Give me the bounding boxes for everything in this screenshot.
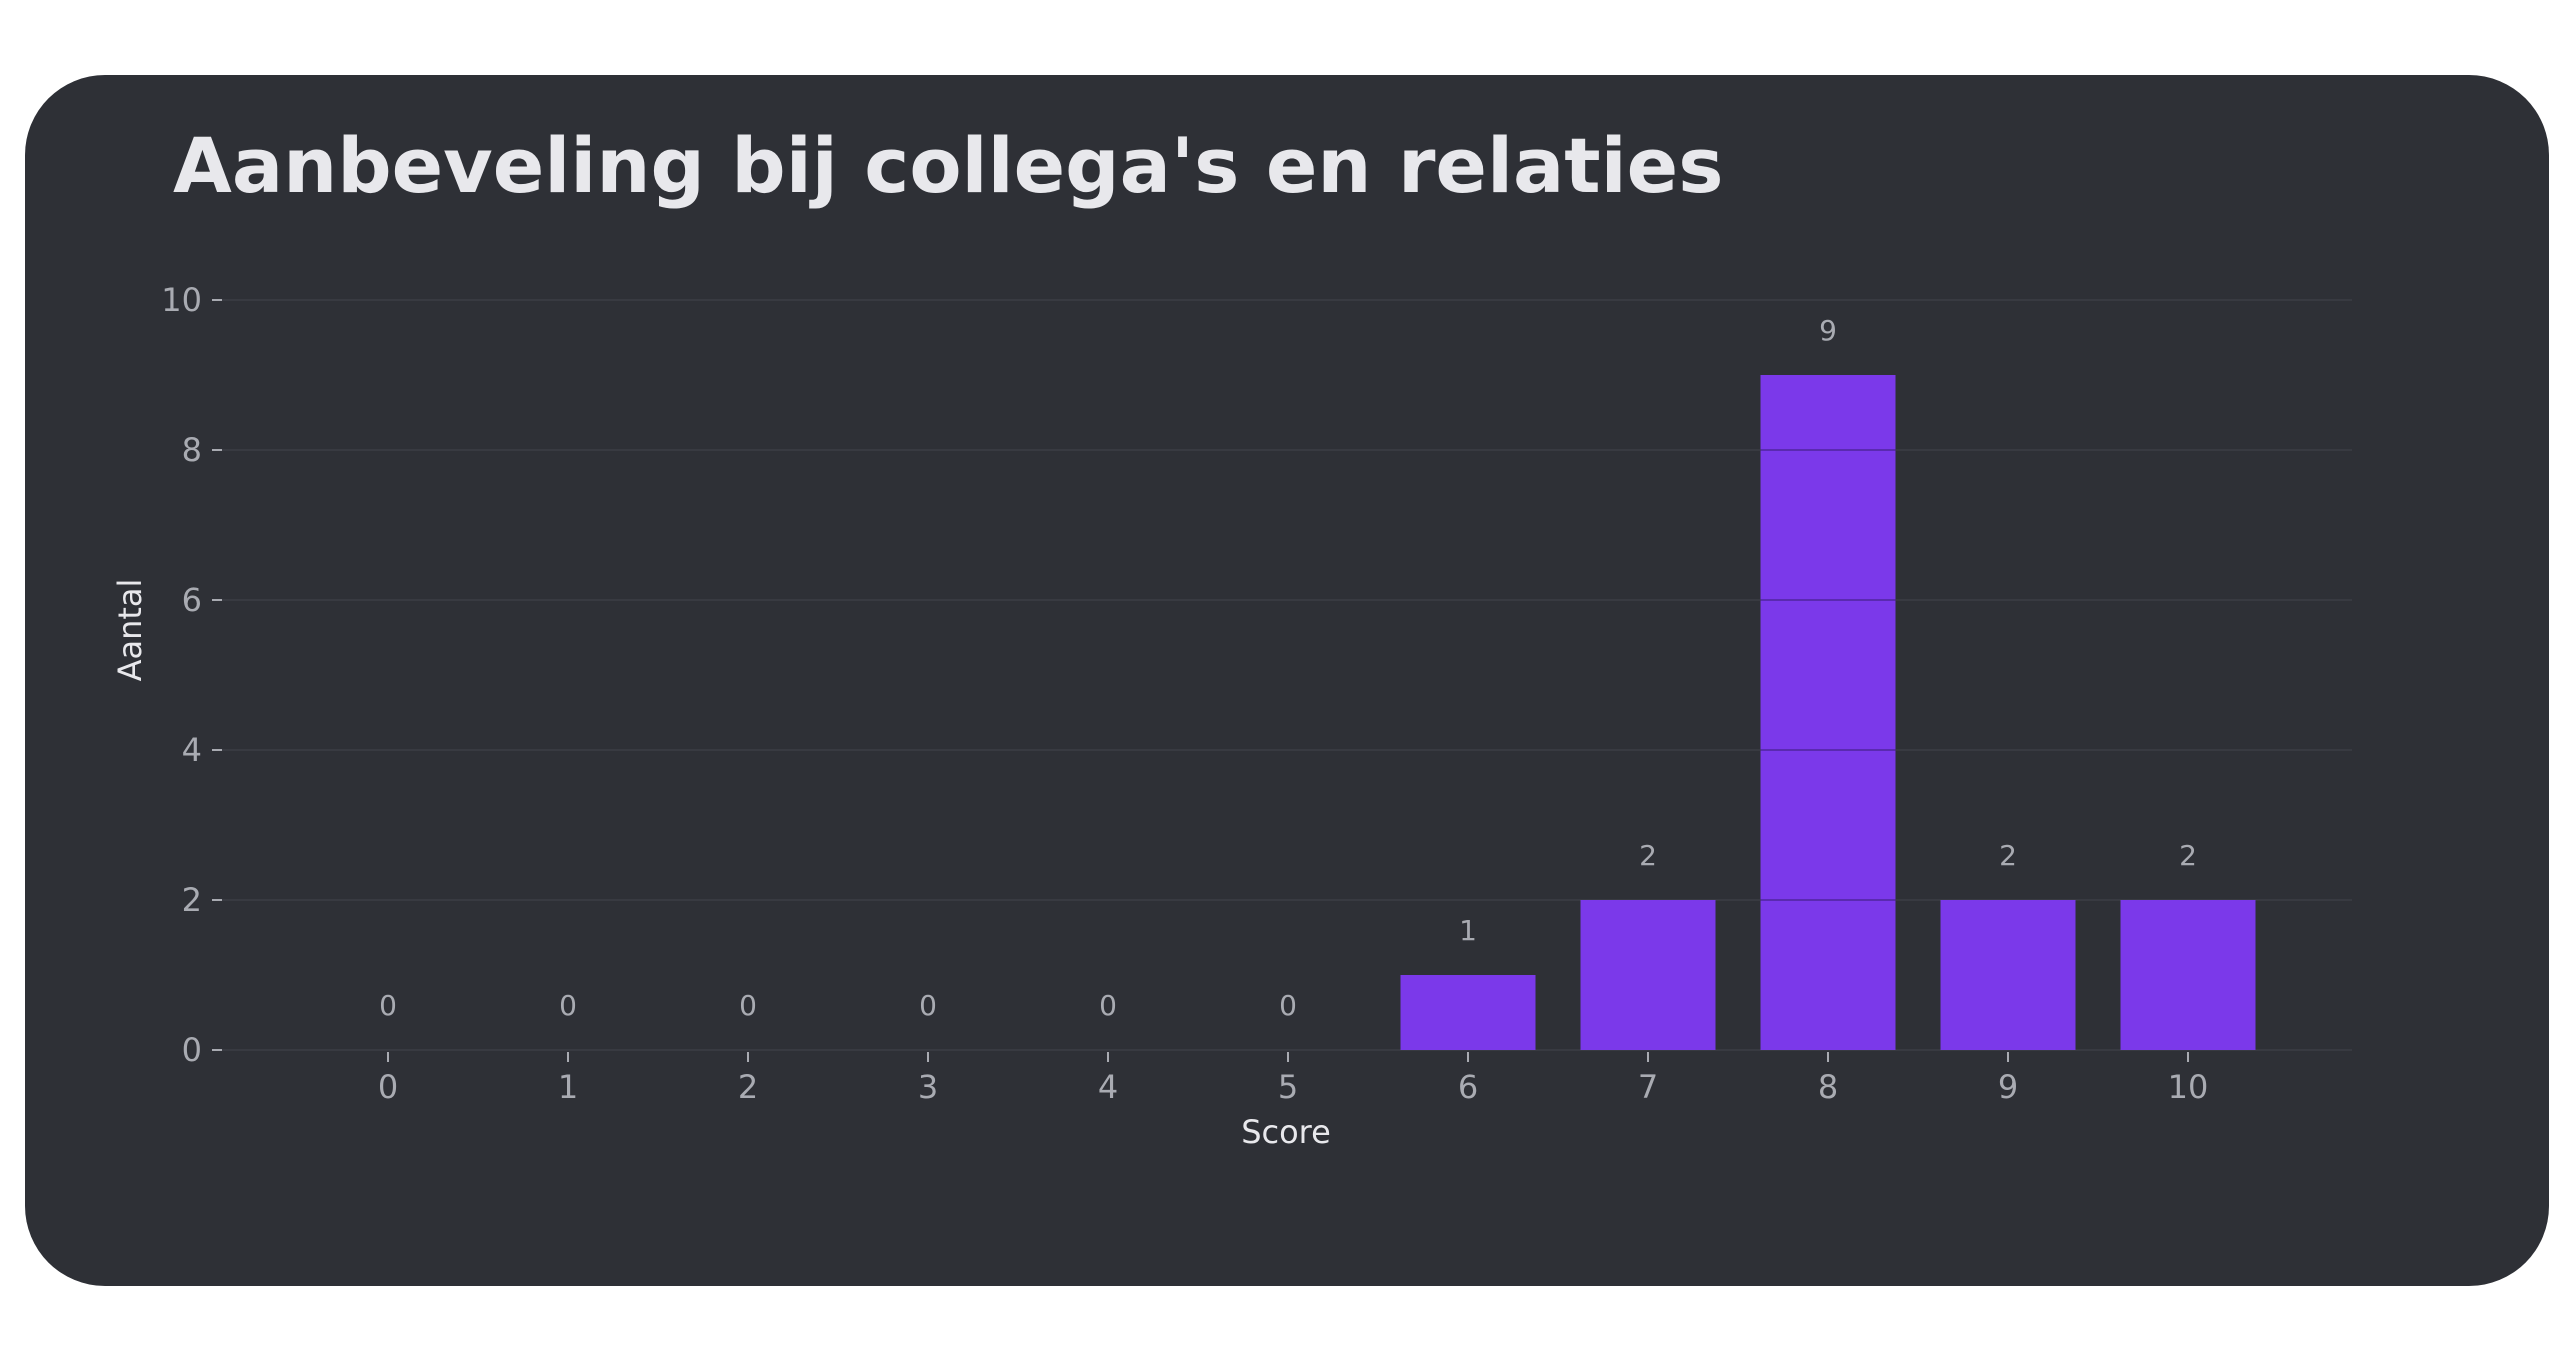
x-tick-label: 1 [558, 1068, 578, 1106]
chart-title: Aanbeveling bij collega's en relaties [173, 121, 1724, 210]
data-label: 1 [1459, 914, 1477, 947]
data-label: 0 [1099, 989, 1117, 1022]
x-tick-label: 3 [918, 1068, 938, 1106]
data-labels: 0 0 0 0 0 0 1 2 9 2 2 [379, 314, 2197, 1022]
x-tick-label: 0 [378, 1068, 398, 1106]
data-label: 0 [739, 989, 757, 1022]
gridlines [222, 299, 2352, 1051]
data-label: 0 [1279, 989, 1297, 1022]
y-tick-label: 2 [182, 881, 202, 919]
x-axis: 0 1 2 3 4 5 6 7 8 9 10 [378, 1052, 2209, 1106]
y-axis-title: Aantal [111, 579, 149, 682]
bar [1400, 975, 1536, 1050]
x-tick-label: 5 [1278, 1068, 1298, 1106]
x-tick-label: 6 [1458, 1068, 1478, 1106]
x-tick-label: 8 [1818, 1068, 1838, 1106]
x-tick-label: 2 [738, 1068, 758, 1106]
x-tick-label: 10 [2168, 1068, 2209, 1106]
bars [1400, 375, 2256, 1050]
bar-gridlines [1760, 449, 1896, 901]
y-tick-label: 8 [182, 431, 202, 469]
y-tick-label: 4 [182, 731, 202, 769]
x-tick-label: 9 [1998, 1068, 2018, 1106]
data-label: 0 [559, 989, 577, 1022]
bar [1580, 900, 1716, 1050]
data-label: 9 [1819, 314, 1837, 347]
y-tick-label: 0 [182, 1031, 202, 1069]
data-label: 0 [379, 989, 397, 1022]
y-tick-label: 6 [182, 581, 202, 619]
data-label: 2 [2179, 839, 2197, 872]
chart-card [25, 75, 2549, 1286]
y-axis: 0 2 4 6 8 10 [161, 281, 222, 1069]
data-label: 2 [1999, 839, 2017, 872]
data-label: 0 [919, 989, 937, 1022]
bar [1940, 900, 2076, 1050]
bar [2120, 900, 2256, 1050]
x-tick-label: 4 [1098, 1068, 1118, 1106]
data-label: 2 [1639, 839, 1657, 872]
bar [1760, 375, 1896, 1050]
x-tick-label: 7 [1638, 1068, 1658, 1106]
x-axis-title: Score [1241, 1113, 1331, 1151]
y-tick-label: 10 [161, 281, 202, 319]
